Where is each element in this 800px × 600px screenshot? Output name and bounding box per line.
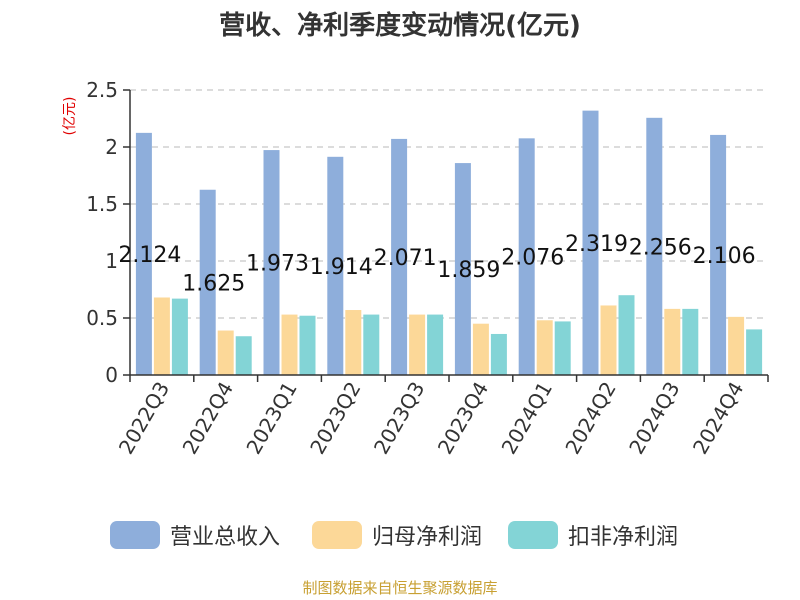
bar xyxy=(199,189,216,375)
y-axis-label: (亿元) xyxy=(62,97,78,136)
bar xyxy=(728,316,745,375)
bar xyxy=(554,321,571,375)
chart-title: 营收、净利季度变动情况(亿元) xyxy=(219,10,581,41)
data-label: 2.124 xyxy=(118,243,181,268)
data-label: 1.625 xyxy=(182,271,245,296)
x-tick-label: 2024Q4 xyxy=(688,378,748,459)
data-label: 2.071 xyxy=(374,246,437,271)
data-label: 2.106 xyxy=(693,244,756,269)
x-tick-label: 2023Q2 xyxy=(305,378,365,459)
x-tick-label: 2023Q3 xyxy=(369,378,429,459)
bar xyxy=(409,314,426,375)
x-tick-label: 2023Q4 xyxy=(433,378,493,459)
y-tick-label: 2 xyxy=(105,135,118,159)
data-label: 2.256 xyxy=(629,235,692,260)
data-label: 2.076 xyxy=(501,246,564,271)
x-tick-label: 2022Q3 xyxy=(114,378,174,459)
bar xyxy=(454,163,471,375)
data-label: 1.859 xyxy=(437,258,500,283)
bar xyxy=(171,298,188,375)
legend-swatch xyxy=(312,521,362,549)
bar xyxy=(327,156,344,375)
x-tick-label: 2024Q3 xyxy=(624,378,684,459)
bar xyxy=(345,310,362,375)
legend-swatch xyxy=(508,521,558,549)
y-tick-label: 1.5 xyxy=(86,192,118,216)
legend-label: 扣非净利润 xyxy=(568,525,678,550)
legend-label: 营业总收入 xyxy=(170,525,280,550)
x-tick-label: 2024Q2 xyxy=(560,378,620,459)
bar xyxy=(299,315,316,375)
bar xyxy=(391,138,408,375)
legend-label: 归母净利润 xyxy=(372,525,482,550)
bars xyxy=(135,110,763,375)
bar xyxy=(217,330,234,375)
bar xyxy=(153,297,170,375)
x-tick-label: 2023Q1 xyxy=(241,378,301,459)
source-note: 制图数据来自恒生聚源数据库 xyxy=(302,579,497,597)
data-label: 1.914 xyxy=(310,255,373,280)
bar xyxy=(135,132,152,375)
bar xyxy=(281,314,298,375)
bar xyxy=(490,333,507,375)
x-tick-label: 2022Q4 xyxy=(178,378,238,459)
data-label: 1.973 xyxy=(246,252,309,277)
y-tick-label: 0.5 xyxy=(86,306,118,330)
bar xyxy=(664,308,681,375)
y-tick-label: 2.5 xyxy=(86,78,118,102)
bar xyxy=(746,329,763,375)
bar xyxy=(710,134,727,375)
data-label: 2.319 xyxy=(565,232,628,257)
legend: 营业总收入 归母净利润 扣非净利润 xyxy=(110,521,678,550)
legend-swatch xyxy=(110,521,160,549)
bar xyxy=(363,314,380,375)
bar xyxy=(263,150,280,375)
bar xyxy=(518,138,535,375)
bar xyxy=(618,295,635,375)
bar xyxy=(682,308,699,375)
y-tick-label: 1 xyxy=(105,249,118,273)
bar xyxy=(427,314,444,375)
bar xyxy=(235,336,252,375)
bar xyxy=(472,323,489,375)
bar xyxy=(600,305,617,375)
bar xyxy=(646,117,663,375)
y-tick-label: 0 xyxy=(105,363,118,387)
bar xyxy=(582,110,599,375)
bar xyxy=(536,320,553,375)
x-tick-label: 2024Q1 xyxy=(497,378,557,459)
